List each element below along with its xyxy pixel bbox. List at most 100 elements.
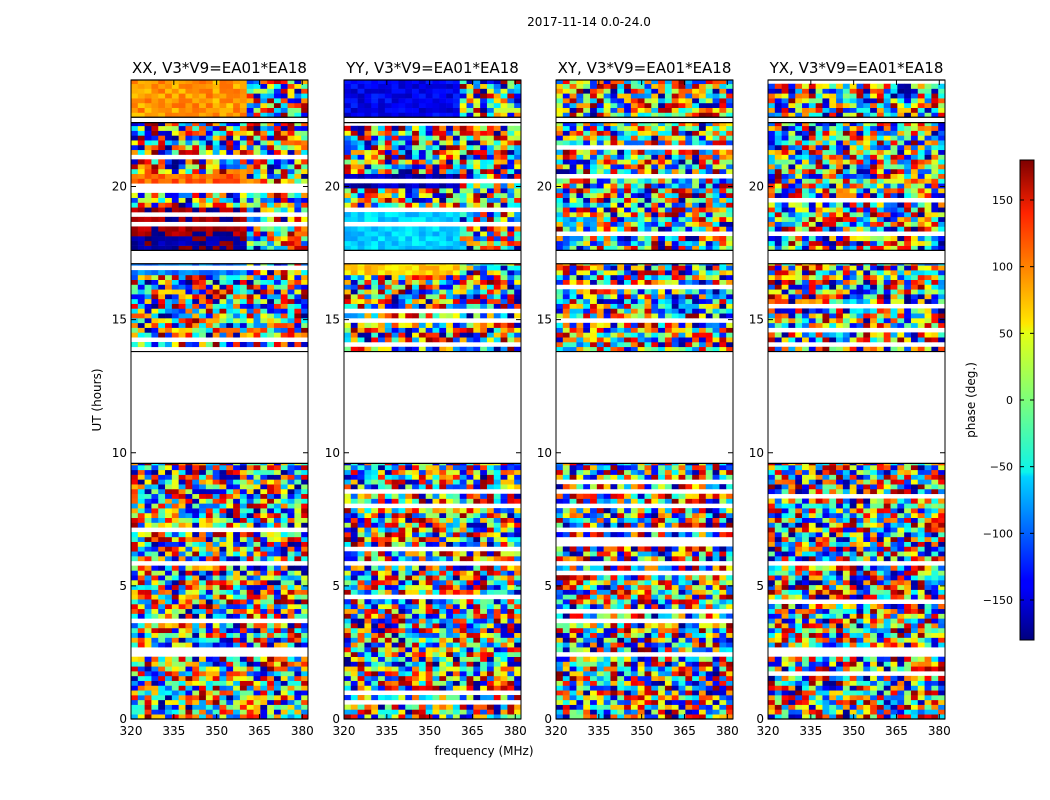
- phase-cell: [267, 608, 275, 614]
- phase-cell: [253, 589, 261, 595]
- phase-cell: [165, 627, 173, 634]
- phase-cell: [144, 245, 152, 251]
- phase-cell: [144, 308, 152, 314]
- phase-cell: [199, 465, 207, 471]
- phase-cell: [480, 245, 488, 251]
- phase-cell: [219, 231, 227, 237]
- phase-cell: [185, 493, 193, 499]
- phase-cell: [199, 675, 207, 681]
- phase-cell: [226, 608, 234, 614]
- phase-cell: [425, 484, 433, 490]
- phase-cell: [137, 93, 145, 99]
- phase-cell: [452, 173, 461, 179]
- phase-cell: [178, 341, 186, 348]
- phase-cell: [473, 647, 481, 653]
- phase-cell: [301, 503, 309, 509]
- phase-cell: [144, 327, 152, 333]
- phase-cell: [219, 284, 227, 290]
- phase-cell: [294, 168, 302, 175]
- phase-cell: [459, 661, 467, 667]
- phase-cell: [233, 263, 241, 266]
- phase-cell: [384, 144, 392, 151]
- phase-cell: [486, 584, 495, 590]
- phase-cell: [412, 144, 420, 151]
- phase-cell: [158, 140, 166, 146]
- phase-cell: [405, 532, 413, 538]
- phase-cell: [391, 303, 399, 309]
- phase-cell: [301, 270, 309, 276]
- phase-cell: [301, 584, 309, 590]
- phase-cell: [405, 680, 413, 686]
- phase-cell: [350, 680, 358, 686]
- phase-cell: [432, 637, 440, 643]
- phase-cell: [226, 125, 234, 131]
- phase-cell: [384, 159, 392, 165]
- phase-cell: [500, 589, 508, 595]
- phase-cell: [185, 318, 193, 324]
- phase-cell: [439, 149, 447, 155]
- phase-cell: [432, 107, 440, 113]
- phase-cell: [246, 270, 254, 276]
- phase-cell: [287, 580, 295, 586]
- phase-cell: [219, 493, 227, 499]
- phase-cell: [233, 680, 241, 686]
- phase-cell: [486, 270, 495, 276]
- phase-cell: [452, 303, 461, 309]
- phase-cell: [507, 651, 515, 657]
- phase-cell: [446, 327, 454, 333]
- phase-cell: [432, 125, 440, 131]
- phase-cell: [459, 289, 467, 295]
- phase-cell: [199, 231, 207, 237]
- phase-cell: [185, 608, 193, 614]
- phase-cell: [493, 512, 501, 519]
- phase-cell: [486, 216, 495, 222]
- phase-cell: [480, 263, 488, 266]
- phase-cell: [391, 226, 399, 232]
- phase-cell: [158, 463, 166, 466]
- phase-cell: [260, 135, 268, 141]
- phase-cell: [151, 546, 159, 552]
- phase-cell: [432, 517, 440, 523]
- phase-cell: [432, 671, 440, 677]
- phase-cell: [131, 551, 139, 557]
- phase-cell: [425, 647, 433, 653]
- phase-cell: [418, 570, 426, 576]
- phase-cell: [199, 493, 207, 499]
- phase-cell: [466, 164, 474, 170]
- phase-cell: [267, 463, 275, 466]
- phase-cell: [364, 603, 372, 610]
- phase-cell: [144, 102, 152, 108]
- phase-cell: [280, 474, 288, 480]
- phase-cell: [226, 279, 234, 285]
- phase-cell: [178, 98, 186, 104]
- phase-cell: [480, 107, 488, 113]
- phase-cell: [294, 570, 302, 576]
- phase-cell: [493, 337, 501, 343]
- phase-cell: [178, 508, 186, 514]
- phase-cell: [239, 140, 248, 146]
- phase-cell: [459, 498, 467, 504]
- phase-cell: [205, 140, 213, 146]
- phase-cell: [233, 98, 241, 104]
- phase-cell: [205, 493, 213, 499]
- phase-cell: [425, 608, 433, 614]
- phase-cell: [239, 207, 248, 213]
- phase-cell: [165, 144, 173, 151]
- phase-cell: [151, 599, 159, 605]
- phase-cell: [233, 541, 241, 547]
- phase-cell: [199, 274, 207, 280]
- phase-cell: [178, 216, 186, 222]
- phase-cell: [371, 298, 379, 304]
- phase-cell: [267, 240, 275, 246]
- phase-cell: [466, 183, 474, 189]
- phase-cell: [253, 125, 261, 131]
- phase-cell: [199, 608, 207, 614]
- phase-cell: [473, 125, 481, 131]
- phase-cell: [294, 318, 302, 324]
- phase-cell: [137, 83, 145, 89]
- phase-cell: [171, 517, 179, 523]
- phase-cell: [219, 465, 227, 471]
- phase-cell: [364, 140, 372, 146]
- phase-cell: [253, 704, 261, 710]
- phase-cell: [371, 589, 379, 595]
